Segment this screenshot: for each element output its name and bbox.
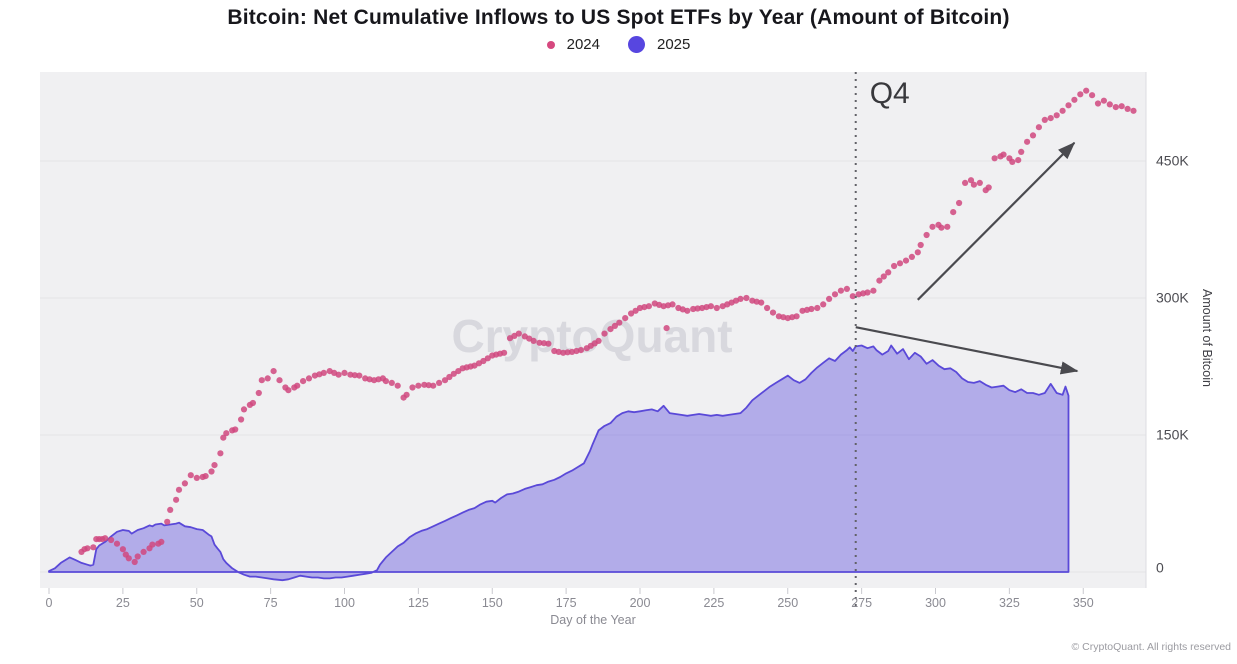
trend-arrows xyxy=(855,141,1079,375)
series-2025-area xyxy=(48,344,1070,582)
x-tick-label: 300 xyxy=(925,596,946,610)
chart-title: Bitcoin: Net Cumulative Inflows to US Sp… xyxy=(227,6,1010,29)
y-tick-label: 450K xyxy=(1156,153,1189,169)
y-axis-ticks: 0 150K 300K 450K xyxy=(1156,153,1189,576)
x-axis-title: Day of the Year xyxy=(550,613,636,627)
x-tick-label: 0 xyxy=(46,596,53,610)
x-tick-label: 75 xyxy=(264,596,278,610)
legend-2024-marker-icon[interactable] xyxy=(546,40,555,49)
legend-2025-label[interactable]: 2025 xyxy=(657,36,691,53)
x-tick-label: 175 xyxy=(556,596,577,610)
x-tick-label: 100 xyxy=(334,596,355,610)
x-tick-label: 350 xyxy=(1073,596,1094,610)
y-axis-title: Amount of Bitcoin xyxy=(1200,289,1214,387)
x-tick-label: 275 xyxy=(851,596,872,610)
x-tick-label: 150 xyxy=(482,596,503,610)
x-tick-label: 250 xyxy=(777,596,798,610)
x-tick-label: 225 xyxy=(703,596,724,610)
x-tick-label: 50 xyxy=(190,596,204,610)
x-tick-label: 25 xyxy=(116,596,130,610)
x-tick-label: 325 xyxy=(999,596,1020,610)
plot-area[interactable] xyxy=(40,72,1146,588)
series-2024-dots xyxy=(78,87,1137,566)
x-axis-ticks: 0 25 50 75 100 125 150 175 200 225 250 275 300 325 350 xyxy=(46,588,1094,610)
legend: 2024 2025 xyxy=(0,36,1237,53)
q4-label: Q4 xyxy=(870,77,910,110)
y-tick-label: 150K xyxy=(1156,427,1189,443)
legend-2024-label[interactable]: 2024 xyxy=(566,36,600,53)
x-tick-label: 125 xyxy=(408,596,429,610)
legend-2025-marker-icon[interactable] xyxy=(628,36,645,53)
y-tick-label: 0 xyxy=(1156,560,1164,576)
y-tick-label: 300K xyxy=(1156,290,1189,306)
x-tick-label: 200 xyxy=(630,596,651,610)
copyright-note: © CryptoQuant. All rights reserved xyxy=(1071,641,1231,653)
